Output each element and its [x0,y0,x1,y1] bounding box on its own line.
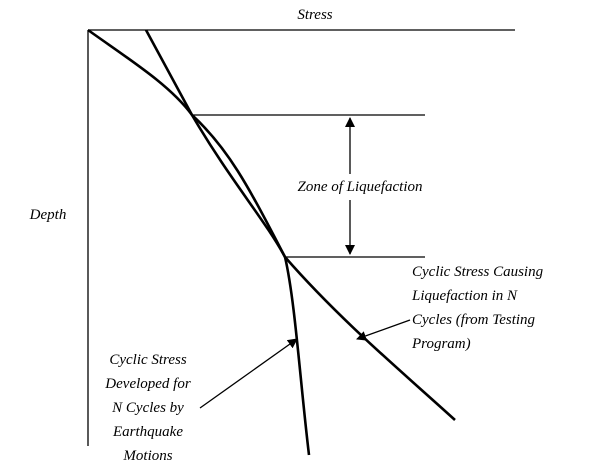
left-arrow [199,338,298,409]
label-line: Program) [411,336,471,352]
label-line: N Cycles by [111,400,184,416]
label-line: Developed for [104,376,191,392]
right-arrow [356,319,411,341]
left-label: Cyclic Stress Developed for N Cycles by … [104,352,191,464]
zone-label: Zone of Liquefaction [298,179,423,195]
right-label: Cyclic Stress Causing Liquefaction in N … [411,264,544,352]
testing-stress-curve [87,28,456,421]
label-line: Cycles (from Testing [412,312,536,328]
label-line: Cyclic Stress [109,352,187,368]
y-axis-label: Depth [29,207,67,223]
label-line: Motions [122,448,172,464]
label-line: Liquefaction in N [411,288,518,304]
label-line: Earthquake [112,424,183,440]
label-line: Cyclic Stress Causing [412,264,544,280]
x-axis-label: Stress [297,7,332,23]
